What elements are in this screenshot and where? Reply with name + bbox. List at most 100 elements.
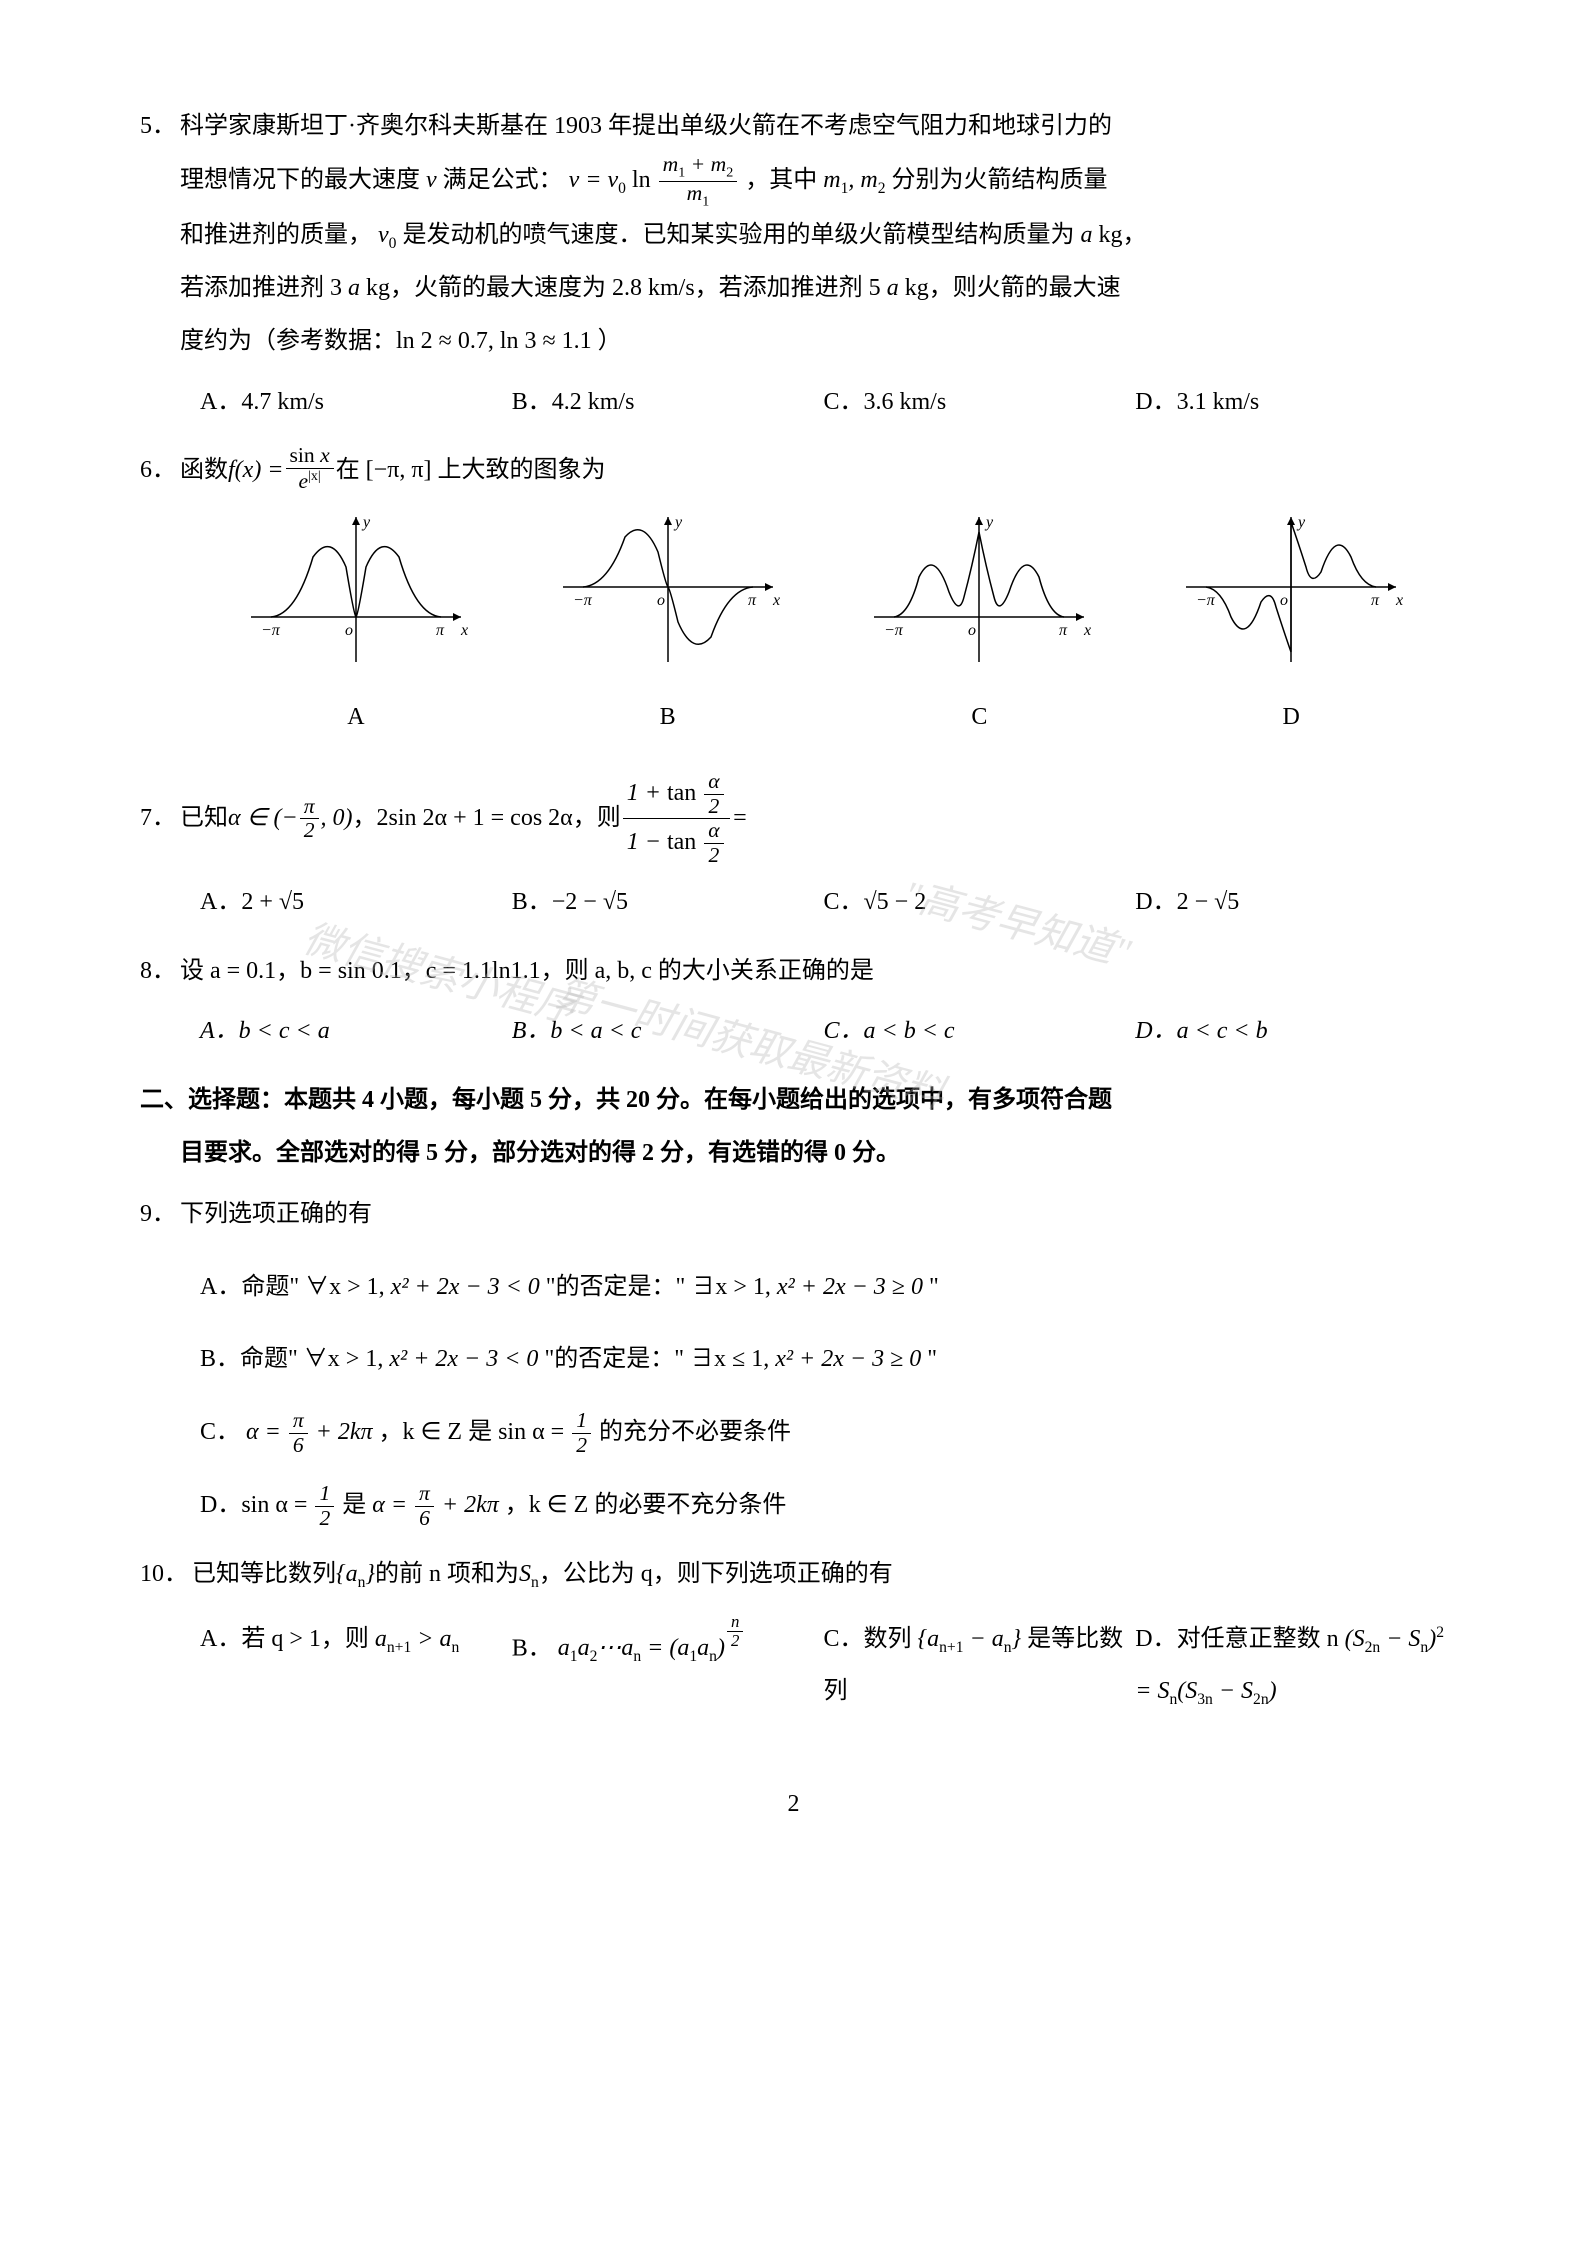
q9-opt-a: A．命题" ∀x > 1, x² + 2x − 3 < 0 "的否定是：" ∃x… — [200, 1261, 1447, 1314]
q6-graph-c: y x o −π π C — [864, 507, 1094, 744]
q8-opt-b: B．b < a < c — [512, 1005, 824, 1058]
graph-c-svg: y x o −π π — [864, 507, 1094, 667]
q5-v0: v0 — [378, 222, 396, 248]
q5-a2: a — [348, 275, 360, 301]
q5-opt-c: C．3.6 km/s — [824, 376, 1136, 429]
q8-options: A．b < c < a B．b < a < c C．a < b < c D．a … — [140, 1005, 1447, 1058]
svg-text:y: y — [673, 514, 683, 531]
svg-text:y: y — [361, 514, 371, 531]
svg-text:−π: −π — [573, 592, 593, 609]
q5-a1: a — [1080, 222, 1092, 248]
q5-var-v: v — [426, 167, 437, 193]
q5-line5: 度约为（参考数据：ln 2 ≈ 0.7, ln 3 ≈ 1.1 ） — [180, 328, 622, 354]
question-6: 6． 函数 f(x) = sin xe|x| 在 [−π, π] 上大致的图象为… — [140, 444, 1447, 753]
q9-text: 下列选项正确的有 — [180, 1188, 372, 1241]
q5-options: A．4.7 km/s B．4.2 km/s C．3.6 km/s D．3.1 k… — [140, 376, 1447, 429]
question-9: 9． 下列选项正确的有 A．命题" ∀x > 1, x² + 2x − 3 < … — [140, 1188, 1447, 1532]
svg-text:o: o — [657, 592, 665, 609]
q6-graphs: y x o −π π A y x o −π π B — [140, 497, 1447, 754]
graph-label-a: A — [241, 691, 471, 744]
q7-number: 7． — [140, 792, 180, 845]
section2-line2: 目要求。全部选对的得 5 分，部分选对的得 2 分，有选错的得 0 分。 — [140, 1127, 1447, 1180]
q10-sn: Sn — [519, 1548, 539, 1601]
section2-line1: 二、选择题：本题共 4 小题，每小题 5 分，共 20 分。在每小题给出的选项中… — [140, 1074, 1447, 1127]
svg-text:y: y — [984, 514, 994, 531]
q5-line4c: kg，则火箭的最大速 — [905, 275, 1121, 301]
q8-number: 8． — [140, 945, 180, 998]
q9-opt-d: D．sin α = 12 是 α = π6 + 2kπ ，k ∈ Z 的必要不充… — [200, 1479, 1447, 1532]
q5-line1: 科学家康斯坦丁·齐奥尔科夫斯基在 1903 年提出单级火箭在不考虑空气阻力和地球… — [180, 100, 1112, 153]
q5-opt-b: B．4.2 km/s — [512, 376, 824, 429]
graph-d-svg: y x o −π π — [1176, 507, 1406, 667]
q5-a3: a — [887, 275, 899, 301]
q6-fraction: sin xe|x| — [286, 444, 334, 494]
section-2-heading: 二、选择题：本题共 4 小题，每小题 5 分，共 20 分。在每小题给出的选项中… — [140, 1074, 1447, 1180]
q9-options: A．命题" ∀x > 1, x² + 2x − 3 < 0 "的否定是：" ∃x… — [140, 1261, 1447, 1532]
graph-label-c: C — [864, 691, 1094, 744]
q5-line4a: 若添加推进剂 3 — [180, 275, 342, 301]
q10-opt-a: A．若 q > 1，则 an+1 > an — [200, 1613, 512, 1719]
graph-label-b: B — [553, 691, 783, 744]
q6-graph-b: y x o −π π B — [553, 507, 783, 744]
svg-text:π: π — [748, 592, 757, 609]
q10-text-c: ，公比为 q，则下列选项正确的有 — [539, 1548, 893, 1601]
q5-formula: v = v0 ln — [569, 167, 657, 193]
q5-number: 5． — [140, 100, 180, 153]
svg-text:π: π — [1371, 592, 1380, 609]
q9-opt-c: C． α = π6 + 2kπ ，k ∈ Z 是 sin α = 12 的充分不… — [200, 1406, 1447, 1459]
svg-text:−π: −π — [261, 622, 281, 639]
svg-text:o: o — [345, 622, 353, 639]
q10-text-b: 的前 n 项和为 — [375, 1548, 519, 1601]
q8-opt-a: A．b < c < a — [200, 1005, 512, 1058]
q5-line3a: 和推进剂的质量， — [180, 222, 372, 248]
svg-text:−π: −π — [1196, 592, 1216, 609]
svg-text:x: x — [1083, 622, 1091, 639]
q6-fx: f(x) = — [228, 444, 284, 497]
svg-text:π: π — [436, 622, 445, 639]
svg-text:−π: −π — [884, 622, 904, 639]
q10-text-a: 已知等比数列 — [192, 1548, 336, 1601]
q8-opt-c: C．a < b < c — [824, 1005, 1136, 1058]
q10-number: 10． — [140, 1548, 192, 1601]
graph-label-d: D — [1176, 691, 1406, 744]
q9-opt-b: B．命题" ∀x > 1, x² + 2x − 3 < 0 "的否定是：" ∃x… — [200, 1333, 1447, 1386]
q8-opt-d: D．a < c < b — [1135, 1005, 1447, 1058]
svg-text:o: o — [1280, 592, 1288, 609]
q7-text-b: ，2sin 2α + 1 = cos 2α，则 — [353, 792, 621, 845]
q5-line3c: kg， — [1098, 222, 1146, 248]
q7-opt-b: B．−2 − √5 — [512, 876, 824, 929]
q5-line3b: 是发动机的喷气速度．已知某实验用的单级火箭模型结构质量为 — [402, 222, 1080, 248]
q7-text-a: 已知 — [180, 792, 228, 845]
q6-graph-a: y x o −π π A — [241, 507, 471, 744]
graph-a-svg: y x o −π π — [241, 507, 471, 667]
q5-line2c: ，其中 — [745, 167, 823, 193]
q7-alpha-range: α ∈ (− — [228, 792, 298, 845]
q10-opt-c: C．数列 {an+1 − an} 是等比数列 — [824, 1613, 1136, 1719]
q7-options: A．2 + √5 B．−2 − √5 C．√5 − 2 D．2 − √5 — [140, 876, 1447, 929]
svg-text:x: x — [772, 592, 780, 609]
question-10: 10． 已知等比数列 {an} 的前 n 项和为 Sn ，公比为 q，则下列选项… — [140, 1548, 1447, 1718]
q7-frac-pi2: π2 — [300, 795, 319, 844]
q9-number: 9． — [140, 1188, 180, 1241]
svg-text:y: y — [1296, 514, 1306, 531]
q7-opt-d: D．2 − √5 — [1135, 876, 1447, 929]
q5-opt-d: D．3.1 km/s — [1135, 376, 1447, 429]
q10-opt-b: B． a1a2⋯an = (a1an)n2 — [512, 1613, 824, 1719]
q7-opt-c: C．√5 − 2 — [824, 876, 1136, 929]
q6-graph-d: y x o −π π D — [1176, 507, 1406, 744]
q5-m1m2: m1, m2 — [823, 167, 885, 193]
q10-options: A．若 q > 1，则 an+1 > an B． a1a2⋯an = (a1an… — [140, 1601, 1447, 1719]
question-8: 8． 设 a = 0.1，b = sin 0.1，c = 1.1ln1.1，则 … — [140, 945, 1447, 1059]
svg-text:x: x — [460, 622, 468, 639]
q5-line2d: 分别为火箭结构质量 — [892, 167, 1108, 193]
page-number: 2 — [140, 1778, 1447, 1831]
q10-an: {an} — [336, 1548, 375, 1601]
q10-opt-d: D．对任意正整数 n (S2n − Sn)2 = Sn(S3n − S2n) — [1135, 1613, 1447, 1719]
q7-opt-a: A．2 + √5 — [200, 876, 512, 929]
q6-text-b: 在 [−π, π] 上大致的图象为 — [336, 444, 606, 497]
svg-text:x: x — [1395, 592, 1403, 609]
question-5: 5． 科学家康斯坦丁·齐奥尔科夫斯基在 1903 年提出单级火箭在不考虑空气阻力… — [140, 100, 1447, 428]
svg-text:π: π — [1059, 622, 1068, 639]
q7-big-fraction: 1 + tan α2 1 − tan α2 — [623, 770, 730, 868]
q5-line2b: 满足公式： — [443, 167, 563, 193]
